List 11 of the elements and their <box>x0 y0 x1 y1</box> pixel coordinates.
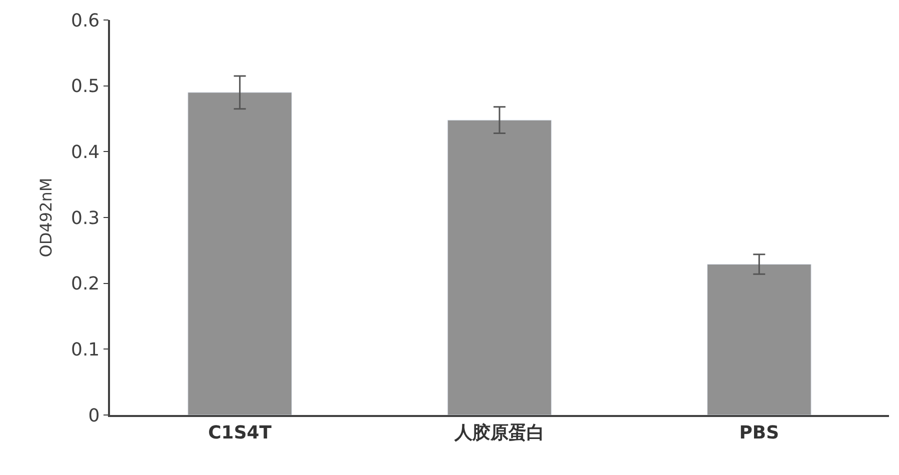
y-tick-label: 0.3 <box>71 208 100 229</box>
y-tick-label: 0.4 <box>71 142 100 163</box>
y-tick-label: 0.2 <box>71 274 100 295</box>
x-tick-label: 人胶原蛋白 <box>454 422 544 444</box>
y-tick-label: 0.6 <box>71 10 100 32</box>
y-tick-label: 0.5 <box>71 76 100 98</box>
y-tick-label: 0 <box>88 405 100 426</box>
y-tick-label: 0.1 <box>71 339 100 360</box>
x-tick-label: PBS <box>739 422 780 444</box>
x-tick-label: C1S4T <box>208 422 272 444</box>
y-axis-title: OD492nM <box>36 178 56 258</box>
